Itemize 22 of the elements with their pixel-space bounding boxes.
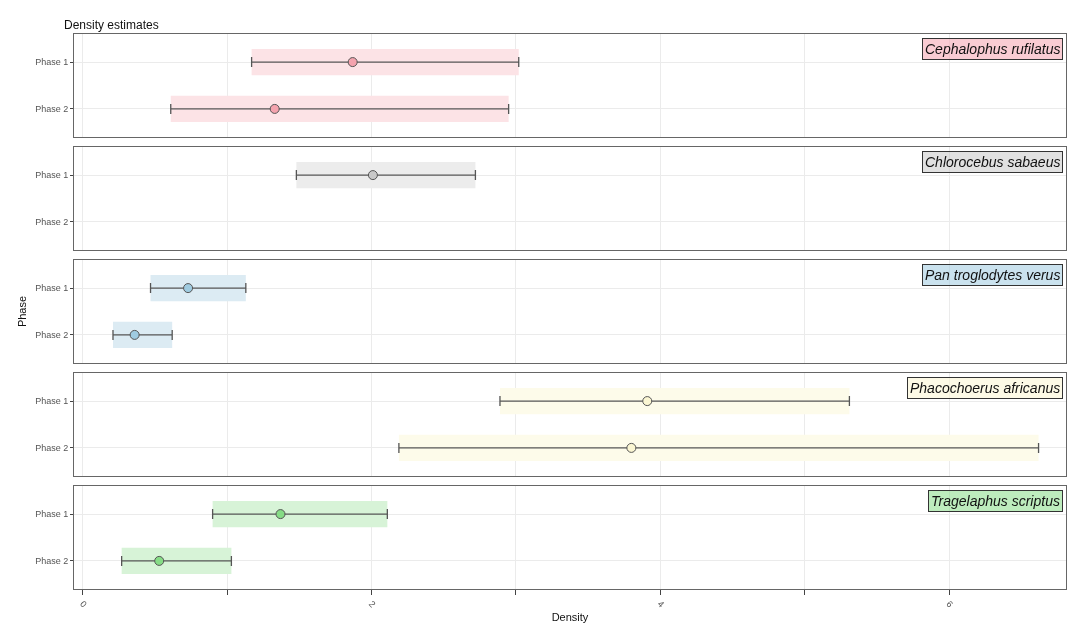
x-axis-title: Density [551, 610, 589, 623]
y-tick-label: Phase 1 [35, 283, 69, 294]
y-tick-label: Phase 2 [35, 556, 69, 567]
text: Chlorocebus sabaeus [925, 154, 1061, 170]
y-tick-label: Phase 2 [35, 330, 69, 341]
text: Density estimates [64, 18, 159, 32]
y-tick-label: Phase 2 [35, 443, 69, 454]
text: Tragelaphus scriptus [931, 493, 1060, 509]
x-tick-label: 0 [78, 598, 89, 610]
x-tick-label: 2 [366, 598, 378, 610]
text: Cephalophus rufilatus [925, 41, 1061, 57]
x-tick-label: 6 [944, 598, 956, 610]
y-tick-label: Phase 1 [35, 509, 69, 520]
y-tick-label: Phase 1 [35, 170, 69, 181]
y-tick-label: Phase 1 [35, 57, 69, 68]
x-tick-label: 4 [655, 598, 667, 610]
text: Pan troglodytes verus [925, 267, 1061, 283]
text: Phacochoerus africanus [910, 380, 1061, 396]
y-tick-label: Phase 2 [35, 217, 69, 228]
y-tick-label: Phase 2 [35, 104, 69, 115]
y-axis-title: Phase [15, 295, 28, 328]
y-tick-label: Phase 1 [35, 396, 69, 407]
